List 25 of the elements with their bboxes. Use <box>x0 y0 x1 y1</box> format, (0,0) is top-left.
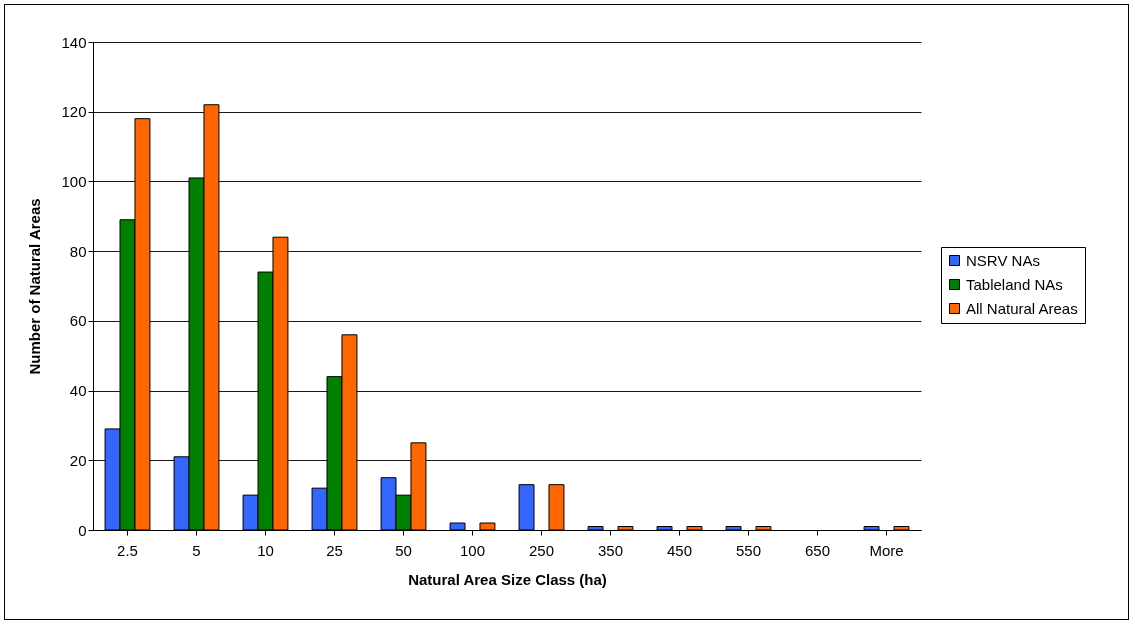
x-tick-label: 10 <box>257 541 274 559</box>
y-tick-label: 140 <box>61 33 87 51</box>
y-axis-title: Number of Natural Areas <box>26 198 44 375</box>
x-tick-label: 650 <box>804 541 831 559</box>
x-tick-label: More <box>869 541 904 559</box>
x-tick-label: 250 <box>528 541 555 559</box>
x-tick-label: 5 <box>192 541 201 559</box>
x-tick-label: 2.5 <box>117 541 138 559</box>
x-tick-label: 350 <box>597 541 624 559</box>
x-axis-title: Natural Area Size Class (ha) <box>408 570 607 588</box>
legend-label: NSRV NAs <box>966 251 1040 269</box>
y-tick-label: 100 <box>61 172 87 190</box>
x-tick-label: 450 <box>666 541 693 559</box>
x-tick-label: 50 <box>395 541 412 559</box>
y-tick-label: 40 <box>69 382 87 400</box>
y-tick-label: 0 <box>78 521 87 539</box>
y-tick-label: 80 <box>69 242 87 260</box>
y-tick-label: 60 <box>69 312 87 330</box>
legend-label: Tableland NAs <box>966 275 1063 293</box>
y-tick-label: 120 <box>61 103 87 121</box>
x-tick-label: 100 <box>459 541 486 559</box>
x-tick-label: 550 <box>735 541 762 559</box>
y-tick-label: 20 <box>69 451 87 469</box>
legend-label: All Natural Areas <box>966 299 1078 317</box>
x-tick-label: 25 <box>326 541 343 559</box>
